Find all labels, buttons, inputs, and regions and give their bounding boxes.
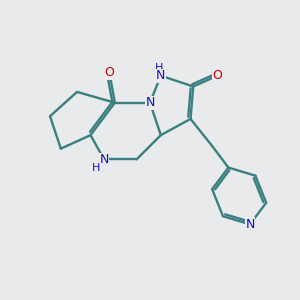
Text: N: N <box>156 69 166 82</box>
Text: N: N <box>145 96 155 109</box>
Text: H: H <box>155 63 164 73</box>
Text: O: O <box>104 67 114 80</box>
Text: O: O <box>213 69 223 82</box>
Text: H: H <box>92 163 100 172</box>
Text: N: N <box>99 153 109 166</box>
Text: N: N <box>245 218 255 231</box>
